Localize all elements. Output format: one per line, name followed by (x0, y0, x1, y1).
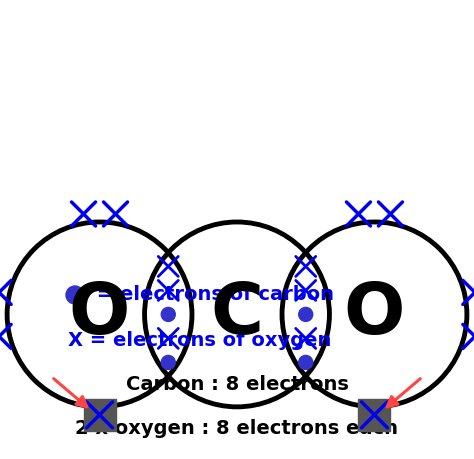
Circle shape (161, 308, 175, 321)
Text: Carbon : 8 electrons: Carbon : 8 electrons (126, 375, 348, 394)
Circle shape (299, 355, 313, 369)
Text: = electrons of carbon: = electrons of carbon (90, 285, 334, 304)
Text: C: C (210, 280, 264, 349)
Text: X = electrons of oxygen: X = electrons of oxygen (68, 330, 331, 349)
Bar (358, 399, 391, 431)
Circle shape (66, 286, 84, 304)
Circle shape (161, 355, 175, 369)
Text: 2 x oxygen : 8 electrons each: 2 x oxygen : 8 electrons each (75, 419, 399, 437)
Bar (83, 399, 116, 431)
Circle shape (299, 308, 313, 321)
Text: O: O (69, 280, 130, 349)
Text: O: O (344, 280, 405, 349)
